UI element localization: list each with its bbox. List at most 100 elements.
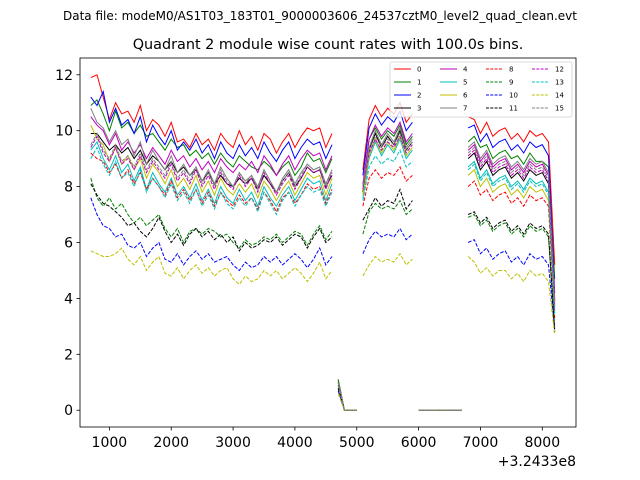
- series-line-14: [467, 256, 556, 335]
- x-tick-label: 1000: [92, 435, 128, 451]
- chart-suptitle: Data file: modeM0/AS1T03_183T01_90000036…: [63, 9, 577, 23]
- legend-entry: 0: [394, 66, 421, 74]
- series-line-11: [90, 183, 333, 252]
- legend-label: 7: [463, 105, 467, 113]
- series-line-2: [467, 124, 556, 293]
- series-line-14: [90, 247, 333, 286]
- legend-entry: 12: [532, 66, 564, 74]
- legend-label: 6: [463, 92, 468, 100]
- series-line-9: [467, 213, 556, 327]
- series-0: [90, 74, 556, 411]
- series-line-9: [362, 199, 413, 235]
- series-line-13: [362, 148, 413, 201]
- legend-label: 2: [417, 92, 421, 100]
- legend-label: 0: [417, 66, 421, 74]
- series-line-11: [362, 187, 413, 221]
- series-line-12: [362, 135, 413, 190]
- legend-label: 3: [417, 105, 421, 113]
- x-tick-label: 2000: [153, 435, 189, 451]
- series-13: [90, 146, 556, 411]
- y-tick-label: 6: [64, 236, 73, 252]
- x-tick-label: 3000: [215, 435, 251, 451]
- series-line-7: [362, 126, 413, 187]
- series-line-6: [90, 124, 333, 202]
- series-15: [90, 132, 556, 411]
- legend-entry: 15: [532, 105, 564, 113]
- series-line-8: [467, 180, 556, 319]
- series-line-12: [467, 149, 556, 310]
- series-line-5: [467, 160, 556, 307]
- legend-entry: 4: [440, 66, 468, 74]
- series-line-12: [90, 135, 333, 197]
- x-tick-label: 4000: [277, 435, 313, 451]
- series-line-4: [467, 143, 556, 299]
- legend-entry: 11: [486, 105, 518, 113]
- legend-entry: 5: [440, 79, 467, 87]
- series-line-1: [90, 99, 333, 177]
- series-line-8: [362, 166, 413, 207]
- legend-entry: 8: [486, 66, 513, 74]
- legend-entry: 13: [532, 79, 564, 87]
- series-10: [90, 197, 556, 411]
- legend-entry: 3: [394, 105, 421, 113]
- legend-label: 12: [555, 66, 564, 74]
- legend-box: [389, 61, 573, 118]
- series-line-7: [90, 108, 333, 194]
- chart-title: Quadrant 2 module wise count rates with …: [133, 37, 524, 53]
- series-line-10: [90, 197, 333, 272]
- y-tick-label: 12: [55, 68, 73, 84]
- legend-entry: 10: [486, 92, 518, 100]
- y-tick-label: 10: [55, 124, 73, 140]
- series-line-3: [467, 152, 556, 302]
- legend-label: 11: [509, 105, 518, 113]
- series-line-5: [90, 140, 333, 208]
- legend-label: 4: [463, 66, 468, 74]
- y-tick-label: 0: [64, 403, 73, 419]
- series-line-14: [362, 252, 413, 277]
- x-tick-label: 8000: [524, 435, 560, 451]
- x-offset-label: +3.2433e8: [498, 454, 576, 470]
- series-line-1: [467, 135, 556, 279]
- y-tick-label: 8: [64, 180, 73, 196]
- series-line-6: [467, 168, 556, 313]
- series-line-15: [467, 146, 556, 307]
- legend-label: 14: [555, 92, 564, 100]
- legend-label: 8: [509, 66, 513, 74]
- series-line-7: [467, 141, 556, 305]
- legend-entry: 9: [486, 79, 513, 87]
- series-line-11: [467, 211, 556, 333]
- legend-entry: 7: [440, 105, 467, 113]
- series-line-3: [90, 133, 333, 194]
- series-line-13: [467, 163, 556, 316]
- legend-entry: 1: [394, 79, 421, 87]
- series-9: [90, 178, 556, 411]
- x-tick-label: 5000: [339, 435, 375, 451]
- series-line-15: [362, 132, 413, 187]
- x-tick-label: 6000: [401, 435, 437, 451]
- series-line-2: [90, 89, 333, 163]
- legend-entry: 2: [394, 92, 421, 100]
- series-line-13: [90, 146, 333, 216]
- series-line-10: [467, 239, 556, 330]
- x-tick-label: 7000: [463, 435, 499, 451]
- series-line-5: [362, 137, 413, 198]
- series-14: [90, 247, 556, 411]
- series-line-15: [90, 132, 333, 194]
- legend-label: 10: [509, 92, 518, 100]
- y-tick-label: 4: [64, 291, 73, 307]
- series-line-9: [90, 178, 333, 249]
- legend-entry: 6: [440, 92, 468, 100]
- legend-entry: 14: [532, 92, 564, 100]
- series-line-4: [362, 121, 413, 184]
- series-line-15: [337, 384, 357, 411]
- ticks-layer: 1000 2000 3000 4000 5000 6000 7000 800002468101…: [55, 68, 560, 451]
- series-line-0: [90, 74, 333, 155]
- series-layer: [90, 74, 556, 411]
- legend-label: 15: [555, 105, 564, 113]
- series-6: [90, 124, 556, 411]
- legend-label: 13: [555, 79, 564, 87]
- y-tick-label: 2: [64, 347, 73, 363]
- series-line-8: [90, 152, 333, 213]
